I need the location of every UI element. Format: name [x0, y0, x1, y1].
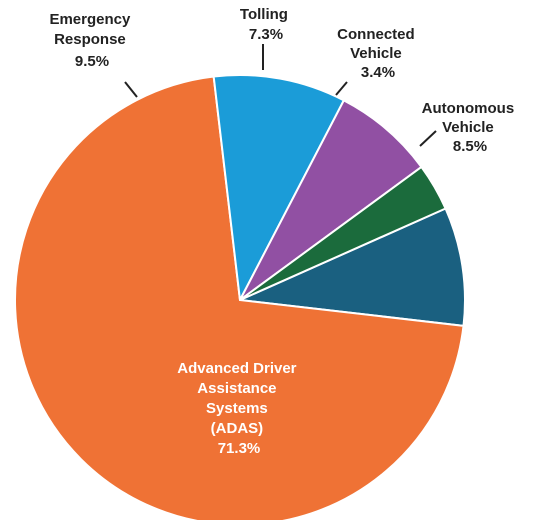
slice-label-connected: Connected Vehicle 3.4% — [337, 26, 419, 81]
label-line: Emergency — [49, 11, 131, 28]
leader-line-connected — [335, 81, 348, 96]
pie-slice-3 — [239, 99, 423, 301]
label-value: 7.3% — [249, 26, 283, 43]
label-line: Vehicle — [350, 45, 402, 62]
label-line: Assistance — [197, 380, 276, 397]
label-line: Response — [54, 31, 126, 48]
label-line: Autonomous — [422, 100, 514, 117]
label-line: Advanced Driver — [177, 360, 296, 377]
label-line: (ADAS) — [211, 420, 264, 437]
slice-label-adas: Advanced Driver Assistance Systems (ADAS… — [177, 360, 300, 457]
pie-slices — [14, 74, 466, 520]
label-value: 71.3% — [218, 440, 261, 457]
pie-slice-2 — [212, 74, 345, 301]
slice-label-emergency: Emergency Response 9.5% — [49, 11, 134, 70]
pie-slice-4 — [239, 165, 447, 301]
label-value: 9.5% — [75, 53, 109, 70]
label-line: Vehicle — [442, 119, 494, 136]
label-value: 8.5% — [453, 138, 487, 155]
pie-slice-0 — [239, 207, 466, 327]
label-value: 3.4% — [361, 64, 395, 81]
slice-label-tolling: Tolling 7.3% — [240, 6, 292, 43]
label-line: Connected — [337, 26, 415, 43]
label-line: Tolling — [240, 6, 288, 23]
leader-line-emergency — [124, 81, 138, 98]
leader-lines — [124, 44, 437, 147]
leader-line-autonomous — [419, 130, 437, 147]
label-line: Systems — [206, 400, 268, 417]
slice-label-autonomous: Autonomous Vehicle 8.5% — [422, 100, 519, 155]
